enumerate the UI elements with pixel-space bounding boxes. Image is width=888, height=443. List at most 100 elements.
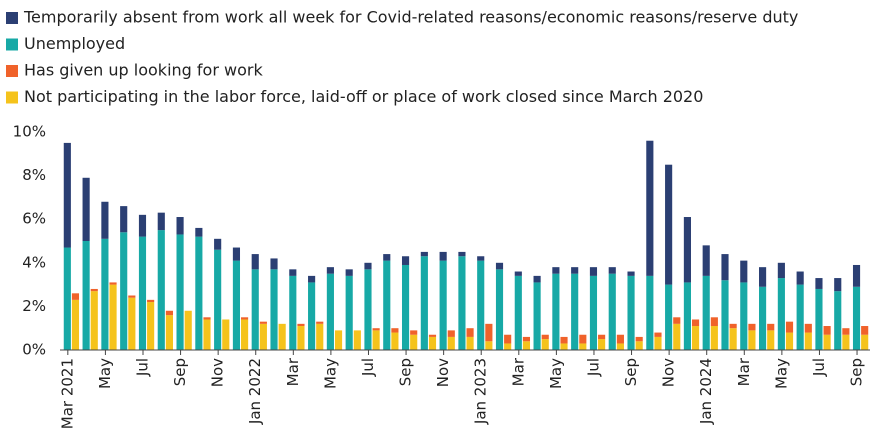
bar-segment (861, 326, 869, 335)
bar-segment (297, 323, 305, 327)
bar-segment (82, 241, 90, 350)
bar-segment (157, 230, 165, 350)
bar-segment (842, 334, 850, 350)
bar-segment (522, 336, 531, 342)
bar-segment (289, 269, 297, 276)
x-tick-label: Jul (584, 358, 602, 377)
y-tick-label: 8% (22, 166, 46, 184)
bar-segment (232, 247, 241, 261)
x-tick-label: Jan 2024 (697, 358, 715, 425)
bar-segment (852, 264, 861, 287)
bar-segment (495, 262, 504, 270)
bar-segment (364, 262, 372, 270)
bar-segment (767, 330, 775, 350)
bar-segment (420, 251, 428, 257)
bar-segment (345, 269, 353, 276)
x-tick-label: Jan 2023 (472, 358, 490, 425)
bar-segment (71, 293, 80, 300)
bar-segment (522, 341, 531, 350)
bar-segment (289, 275, 297, 350)
bar-segment (165, 315, 173, 350)
bar-segment (259, 321, 267, 324)
bar-segment (796, 271, 804, 285)
bar-segment (176, 217, 184, 235)
bar-segment (195, 236, 203, 350)
bar-segment (691, 319, 700, 327)
bar-segment (815, 288, 823, 350)
bar-segment (420, 256, 428, 350)
x-tick-label: Mar (284, 357, 302, 386)
bar-segment (665, 164, 673, 285)
bar-segment (90, 288, 98, 292)
x-tick-label: May (547, 358, 565, 389)
bar-segment (571, 267, 579, 274)
bar-segment (109, 282, 117, 285)
legend-label: Temporarily absent from work all week fo… (23, 8, 798, 27)
bar-segment (477, 256, 485, 261)
bar-segment (627, 275, 635, 350)
bar-segment (120, 232, 128, 350)
bar-segment (63, 247, 71, 350)
bar-segment (278, 323, 286, 350)
bar-segment (702, 275, 710, 350)
bar-segment (447, 330, 455, 337)
bar-segment (477, 260, 485, 350)
bar-segment (428, 336, 437, 350)
bar-segment (251, 269, 259, 350)
bar-segment (579, 334, 587, 344)
x-tick-label: Sep (848, 358, 866, 386)
bar-segment (646, 140, 654, 276)
bar-segment (627, 271, 635, 276)
x-tick-label: Sep (397, 358, 415, 386)
bar-segment (147, 299, 155, 303)
bar-segment (214, 249, 222, 350)
x-tick-label: Jul (810, 358, 828, 377)
bar-segment (842, 328, 850, 335)
bar-segment (316, 321, 324, 324)
bar-segment (589, 267, 598, 276)
bar-segment (259, 323, 267, 350)
bar-segment (297, 326, 305, 350)
bar-segment (834, 291, 842, 350)
bar-segment (157, 212, 165, 231)
x-tick-label: May (321, 358, 339, 389)
x-tick-label: Sep (171, 358, 189, 386)
legend-swatch (6, 65, 18, 77)
bar-segment (796, 284, 804, 350)
legend-label: Not participating in the labor force, la… (24, 87, 703, 106)
x-tick-label: Nov (209, 358, 227, 387)
bar-segment (616, 334, 624, 344)
bar-segment (345, 275, 353, 350)
bar-segment (391, 328, 399, 333)
y-tick-label: 2% (22, 297, 46, 315)
bar-segment (232, 260, 241, 350)
bar-segment (767, 323, 775, 331)
bar-segment (458, 251, 466, 257)
bar-segment (740, 260, 748, 283)
bar-segment (82, 177, 90, 241)
bar-segment (203, 319, 211, 350)
bar-segment (759, 286, 767, 350)
bar-segment (710, 317, 718, 327)
bar-segment (391, 332, 399, 350)
bar-segment (447, 336, 455, 350)
bar-segment (608, 267, 616, 274)
bar-segment (721, 280, 729, 350)
bar-segment (608, 273, 616, 350)
bar-segment (504, 334, 512, 344)
bar-segment (552, 267, 560, 274)
bar-segment (101, 201, 109, 239)
bar-segment (485, 341, 493, 350)
bar-segment (326, 273, 334, 350)
bar-segment (579, 343, 587, 350)
bar-segment (214, 238, 222, 250)
bar-segment (514, 275, 522, 350)
bar-segment (241, 317, 249, 320)
bar-segment (128, 297, 136, 350)
bar-segment (372, 328, 380, 331)
bar-segment (852, 286, 861, 350)
bar-segment (552, 273, 560, 350)
bar-segment (270, 269, 278, 350)
bar-segment (815, 278, 823, 289)
